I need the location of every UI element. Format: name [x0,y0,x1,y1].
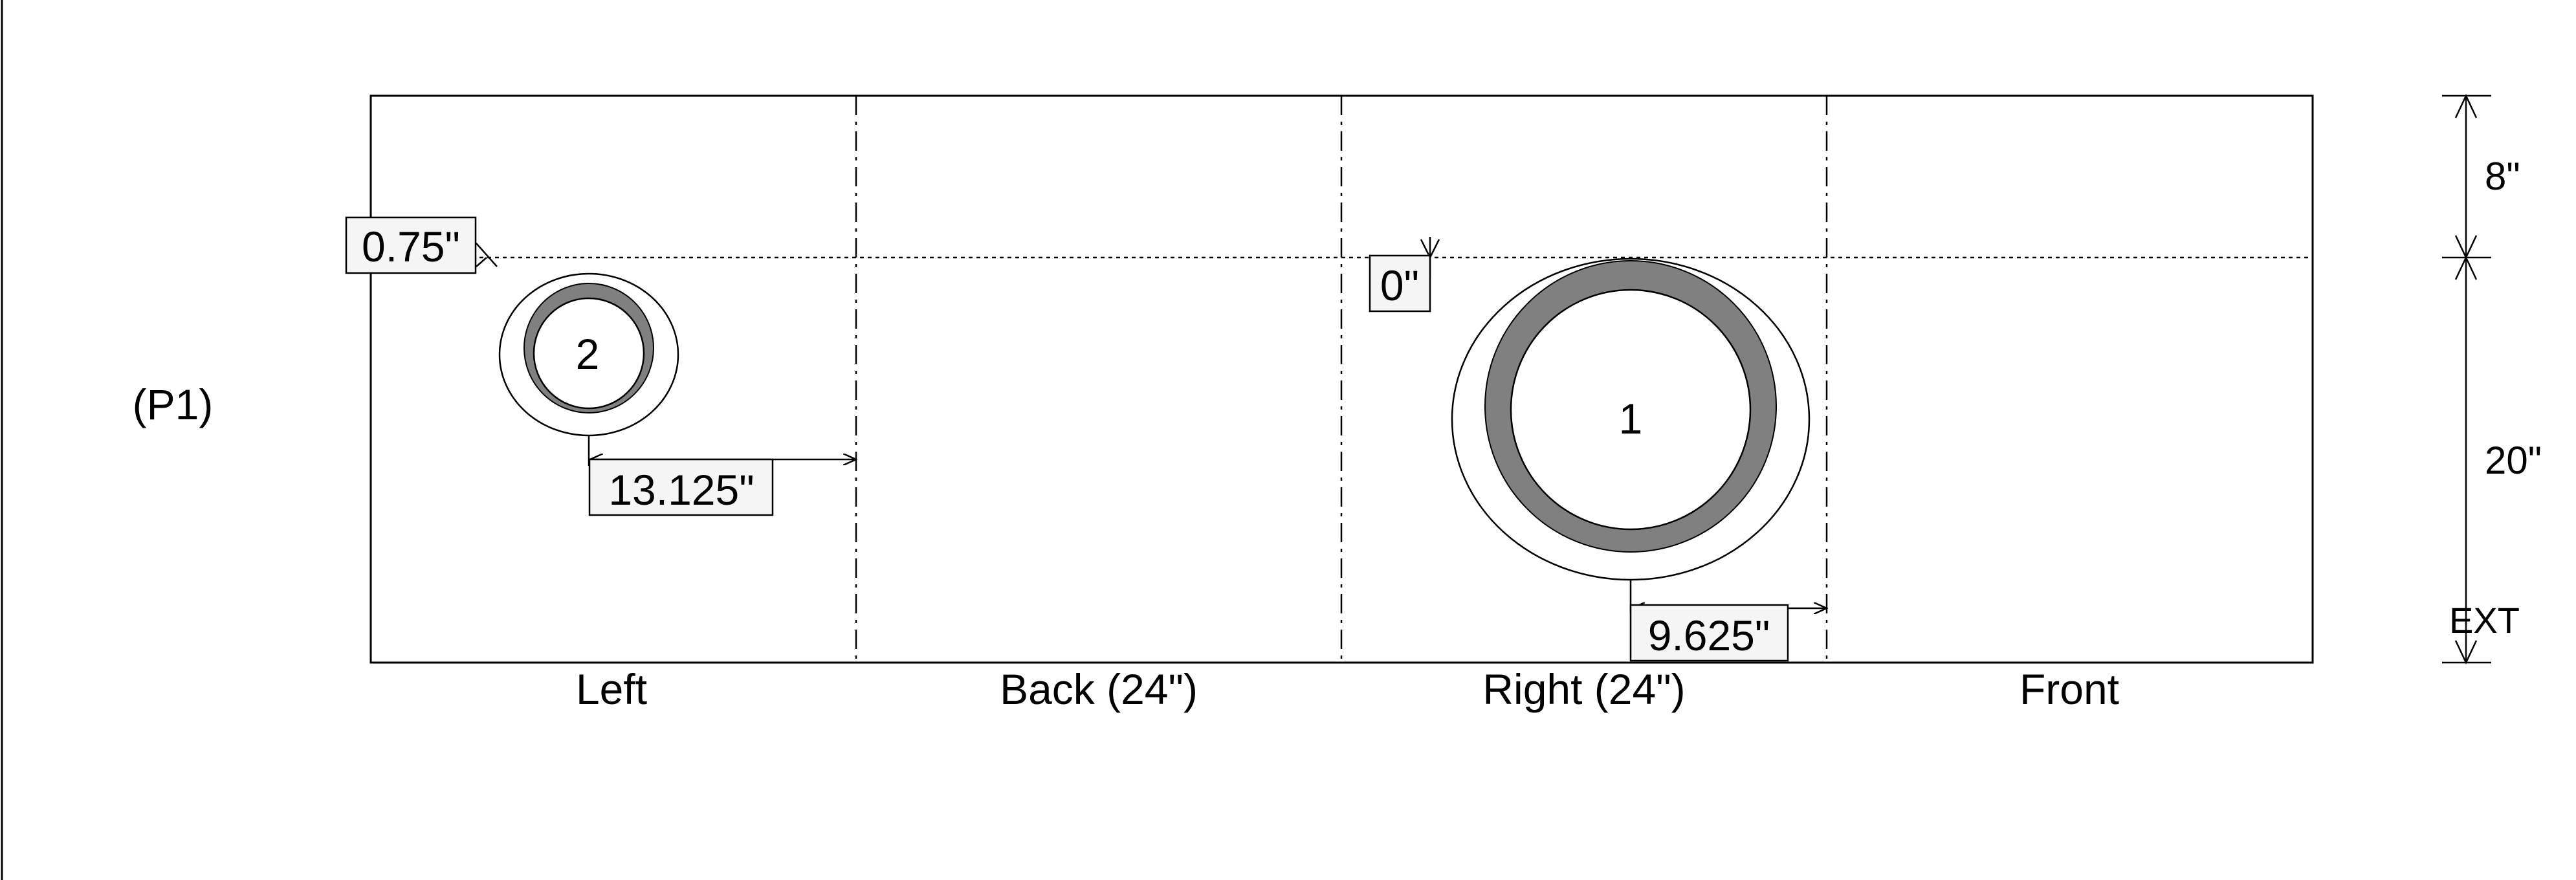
dim-hole2-horizontal-label: 13.125" [608,466,754,514]
face-label-back: Back (24") [1000,665,1198,713]
dim-hole1-horizontal: 9.625" [1629,580,1827,662]
hole-2[interactable]: 2 [498,272,679,437]
face-dividers [855,96,1828,663]
vertical-dimension-chain [2442,94,2491,665]
vertical-dim-lower-label: 20" [2485,439,2542,482]
panel-label: (P1) [133,380,214,428]
dim-hole2-horizontal: 13.125" [588,435,856,516]
hole-1-number: 1 [1619,395,1643,443]
vertical-dim-upper-label: 8" [2485,155,2520,198]
face-label-left: Left [576,665,647,713]
dim-top-offset-right: 0" [1369,237,1440,313]
dim-top-offset-left: 0.75" [345,216,498,274]
dim-top-offset-right-label: 0" [1380,261,1419,309]
hole-2-number: 2 [576,330,600,378]
dim-top-offset-left-label: 0.75" [362,223,460,270]
hole-1-inner [1510,289,1752,531]
dim-hole1-horizontal-label: 9.625" [1648,611,1770,659]
vertical-dim-bottom-tag: EXT [2449,600,2520,641]
hole-2-inner [533,297,645,410]
face-label-front: Front [2020,665,2119,713]
hole-1[interactable]: 1 [1451,258,1811,581]
face-label-right: Right (24") [1482,665,1685,713]
